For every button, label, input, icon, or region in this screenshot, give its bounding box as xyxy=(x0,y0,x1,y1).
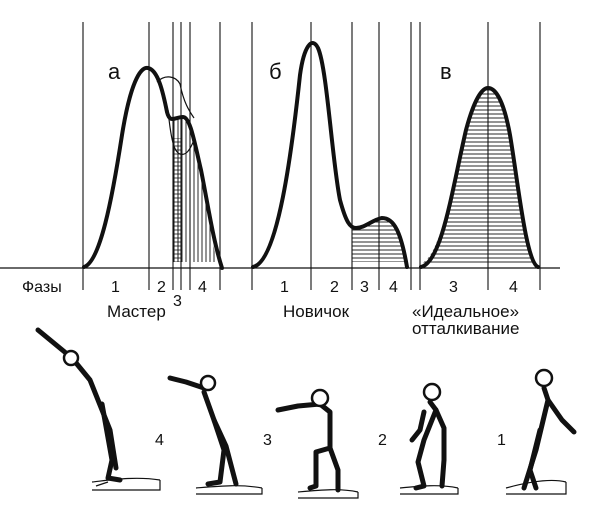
caption-master: Мастер xyxy=(107,302,166,321)
figure-number-2: 2 xyxy=(378,432,387,449)
figure-number-1: 1 xyxy=(497,432,506,449)
ideal-phase-labels: 3 4 xyxy=(449,279,518,296)
svg-text:4: 4 xyxy=(509,279,518,296)
novice-curve xyxy=(251,41,409,269)
master-curve xyxy=(82,65,224,270)
svg-text:3: 3 xyxy=(449,279,458,296)
figure-2 xyxy=(399,382,459,495)
figure-1 xyxy=(505,368,577,495)
panel-ideal: в xyxy=(419,59,540,269)
panel-master: а xyxy=(82,59,224,270)
master-lower-thin-curve xyxy=(167,109,195,155)
master-thin-curve xyxy=(156,76,195,119)
svg-text:3: 3 xyxy=(360,279,369,296)
figure-number-3: 3 xyxy=(263,432,272,449)
novice-phase-labels: 1 2 3 4 xyxy=(280,279,398,296)
svg-text:2: 2 xyxy=(330,279,339,296)
svg-text:4: 4 xyxy=(389,279,398,296)
caption-novice: Новичок xyxy=(283,302,350,321)
figure-4 xyxy=(167,374,263,495)
panel-letter-v: в xyxy=(440,59,452,84)
svg-text:1: 1 xyxy=(280,279,289,296)
novice-hatched-area xyxy=(352,218,405,262)
panel-letter-b: б xyxy=(269,59,282,84)
ideal-curve xyxy=(419,86,540,269)
caption-ideal-line1: «Идеальное» xyxy=(412,302,519,321)
svg-text:3: 3 xyxy=(173,293,182,310)
phases-axis-label: Фазы xyxy=(22,279,62,296)
master-grid-area xyxy=(173,138,181,262)
figure-3 xyxy=(275,388,359,499)
panel-novice: б xyxy=(251,41,409,269)
svg-text:2: 2 xyxy=(157,279,166,296)
panel-letter-a: а xyxy=(108,59,121,84)
svg-text:4: 4 xyxy=(198,279,207,296)
figure-number-4: 4 xyxy=(155,432,164,449)
svg-text:1: 1 xyxy=(111,279,120,296)
master-hatched-area xyxy=(173,117,216,262)
master-phase-labels: 1 2 3 4 xyxy=(111,279,207,310)
caption-ideal-line2: отталкивание xyxy=(412,319,519,338)
ideal-hatched-area xyxy=(420,88,534,264)
figure-reach xyxy=(35,327,161,491)
